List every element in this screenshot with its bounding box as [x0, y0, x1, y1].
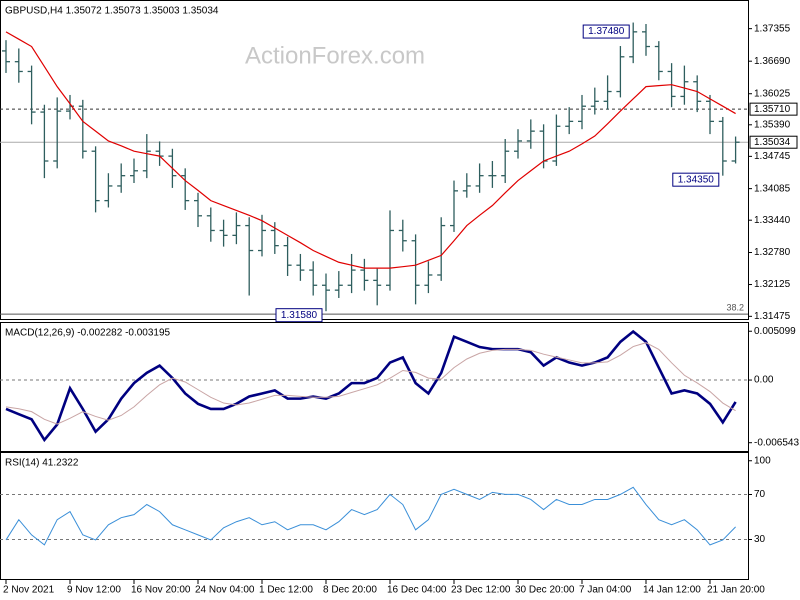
panel-title: MACD(12,26,9) -0.002282 -0.003195: [5, 328, 171, 339]
x-tick-label: 1 Dec 12:00: [259, 585, 313, 596]
y-tick-label: 1.34745: [754, 151, 791, 162]
level-box: [749, 102, 798, 116]
y-tick-label: 1.33440: [754, 215, 791, 226]
watermark: ActionForex.com: [245, 42, 425, 69]
annotation-box: [672, 172, 720, 187]
x-tick-label: 8 Dec 20:00: [323, 585, 377, 596]
y-tick-label: 1.36025: [754, 88, 791, 99]
panel: [0, 322, 749, 452]
x-tick-label: 2 Nov 2021: [3, 585, 55, 596]
fib-label: 38.2: [726, 303, 744, 313]
series-line: [5, 486, 736, 546]
y-tick-label: 70: [754, 489, 766, 500]
annotation-label: 1.37480: [588, 26, 625, 37]
y-tick-label: 1.37355: [754, 23, 791, 34]
panel: [0, 0, 749, 320]
y-tick-label: 1.32125: [754, 279, 791, 290]
panel: [0, 452, 749, 580]
x-tick-label: 16 Nov 20:00: [131, 585, 191, 596]
y-tick-label: 0.00: [754, 375, 774, 386]
y-tick-label: 1.36690: [754, 56, 791, 67]
y-tick-label: -0.006543: [754, 437, 799, 448]
level-box: [749, 135, 798, 149]
x-tick-label: 14 Jan 12:00: [643, 585, 701, 596]
x-tick-label: 9 Nov 12:00: [67, 585, 121, 596]
y-tick-label: 100: [754, 455, 771, 466]
x-tick-label: 21 Jan 20:00: [707, 585, 765, 596]
level-label: 1.35710: [754, 104, 791, 115]
y-tick-label: 1.32780: [754, 247, 791, 258]
x-tick-label: 7 Jan 04:00: [579, 585, 632, 596]
y-tick-label: 1.35390: [754, 119, 791, 130]
y-tick-label: 0.005099: [754, 326, 796, 337]
level-label: 1.35034: [754, 137, 791, 148]
x-tick-label: 24 Nov 04:00: [195, 585, 255, 596]
panel-title: GBPUSD,H4 1.35072 1.35073 1.35003 1.3503…: [5, 6, 219, 17]
y-tick-label: 30: [754, 534, 766, 545]
annotation-box: [582, 24, 630, 39]
y-tick-label: 1.31475: [754, 311, 791, 322]
annotation-box: [275, 308, 323, 323]
annotation-label: 1.34350: [678, 174, 715, 185]
annotation-label: 1.31580: [281, 310, 318, 321]
x-tick-label: 23 Dec 12:00: [451, 585, 511, 596]
y-tick-label: 1.34085: [754, 183, 791, 194]
x-tick-label: 16 Dec 04:00: [387, 585, 447, 596]
panel-title: RSI(14) 41.2322: [5, 458, 79, 469]
x-tick-label: 30 Dec 20:00: [515, 585, 575, 596]
moving-average: [5, 31, 736, 269]
series-line: [5, 342, 736, 425]
series-line: [5, 329, 737, 443]
